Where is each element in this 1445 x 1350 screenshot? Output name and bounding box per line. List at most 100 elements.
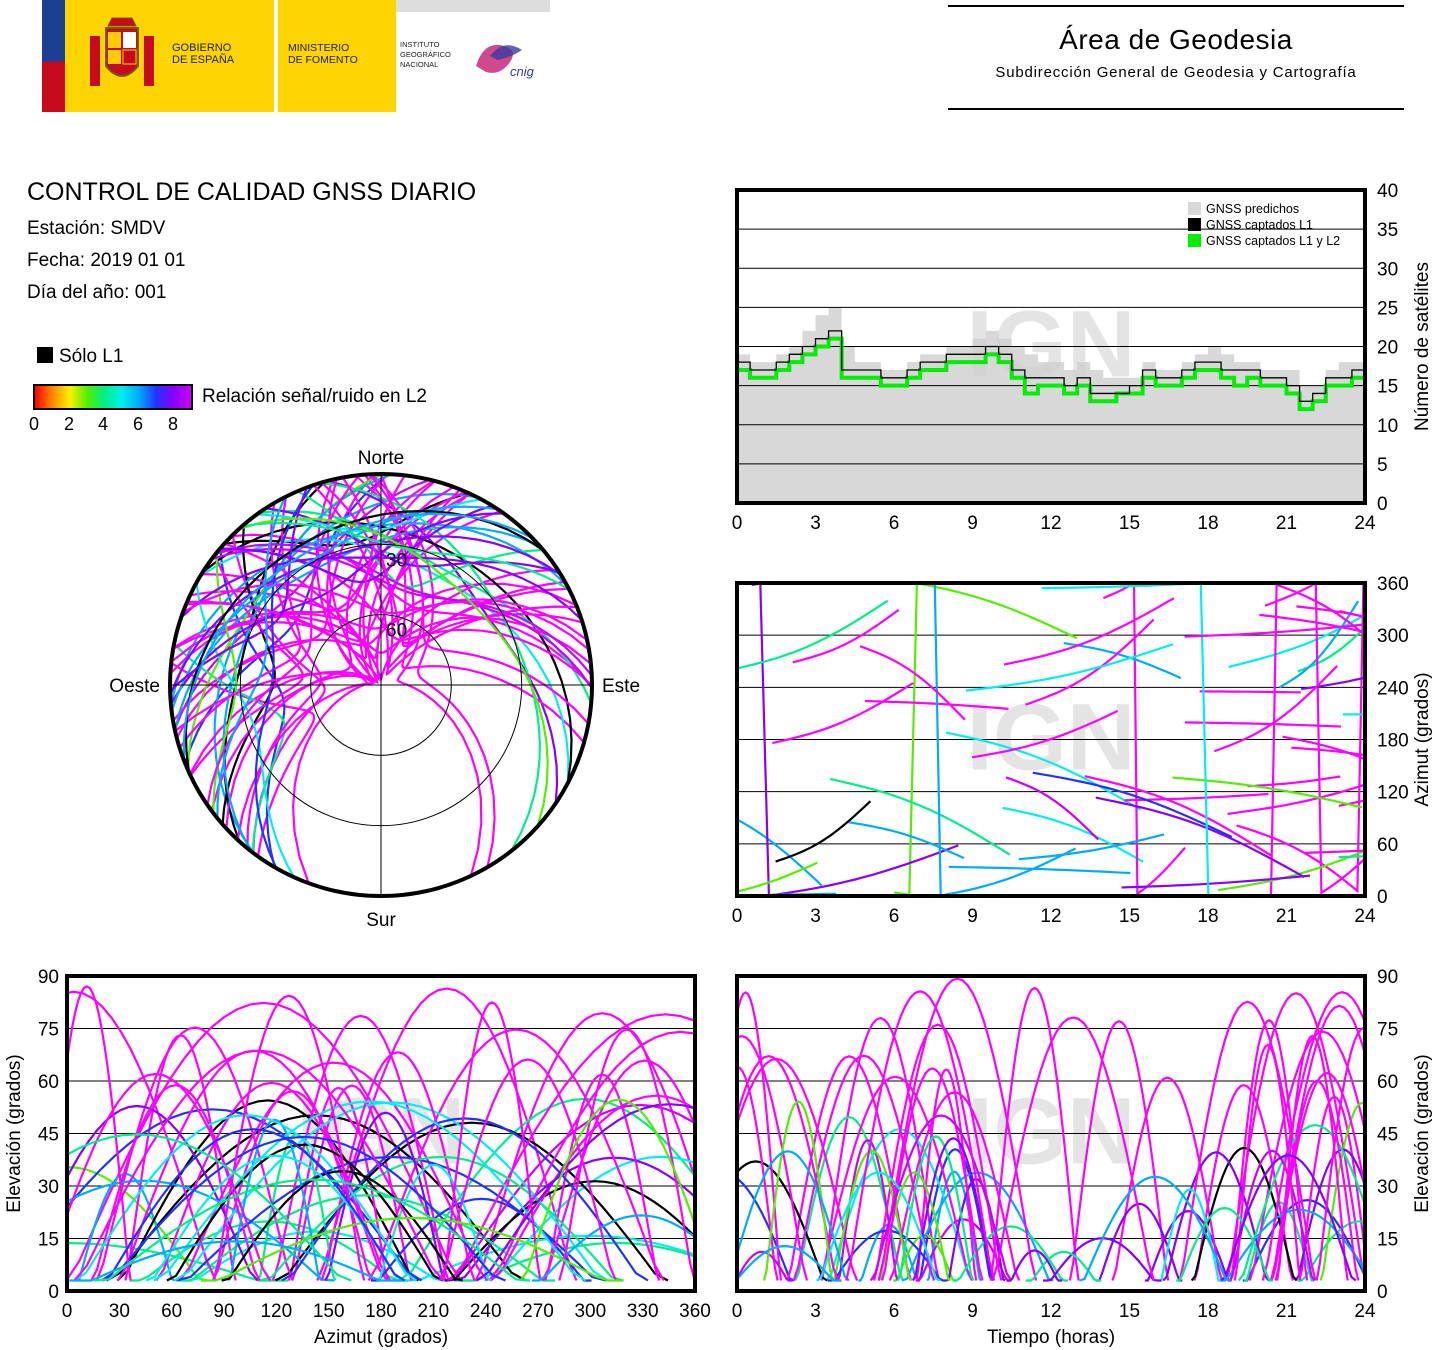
gobierno-text: GOBIERNO DE ESPAÑA xyxy=(172,42,234,66)
skyplot-track xyxy=(170,535,562,696)
elevtime-track xyxy=(1297,1220,1365,1282)
elevtime-track xyxy=(737,1034,809,1281)
elevtime-tracks xyxy=(737,977,1365,1282)
elevaz-y-tick: 60 xyxy=(38,1072,59,1093)
skyplot-track xyxy=(224,488,461,660)
elevation-time-chart: IGN 0 15 30 45 60 75 90 0 3 6 9 12 15 18 21 24 Tiempo (ho… xyxy=(732,967,1433,1348)
skyplot-north: Norte xyxy=(358,448,404,469)
ign-logo: INSTITUTO GEOGRÁFICO NACIONAL cnig xyxy=(396,0,550,112)
skyplot-track xyxy=(195,582,295,878)
skyplot-track xyxy=(187,474,406,660)
snr-tick: 6 xyxy=(133,414,144,434)
azimuth-track xyxy=(1172,776,1363,809)
elevtime-track xyxy=(888,1091,1021,1281)
series-predicted-area xyxy=(737,307,1365,503)
skyplot-track xyxy=(173,478,431,731)
elevtime-y-tick: 60 xyxy=(1377,1072,1398,1093)
skyplot-horizon xyxy=(168,472,594,898)
azimuth-y-tick: 240 xyxy=(1377,678,1409,699)
legend-entry: GNSS predichos xyxy=(1206,202,1299,216)
elevtime-xlabel: Tiempo (horas) xyxy=(987,1327,1115,1348)
elevaz-track xyxy=(221,1169,463,1282)
elevtime-x-tick: 12 xyxy=(1040,1301,1061,1322)
satcount-watermark: IGN xyxy=(967,292,1136,398)
elevtime-y-tick: 75 xyxy=(1377,1020,1398,1041)
elevaz-track xyxy=(488,1030,695,1282)
elevtime-track xyxy=(991,1016,1155,1281)
elevtime-track xyxy=(817,1075,973,1281)
azimuth-y-tick: 300 xyxy=(1377,626,1409,647)
elevtime-x-tick: 0 xyxy=(732,1301,743,1322)
skyplot-track xyxy=(173,642,286,853)
satcount-x-tick: 0 xyxy=(732,513,743,534)
elevaz-track xyxy=(100,1128,406,1282)
elevaz-xlabel: Azimut (grados) xyxy=(314,1327,448,1348)
skyplot-track xyxy=(172,490,467,649)
ign-logo-bar xyxy=(396,0,550,12)
elevtime-x-tick: 9 xyxy=(967,1301,978,1322)
elevtime-x-tick: 21 xyxy=(1276,1301,1297,1322)
elevaz-track xyxy=(446,1103,695,1282)
azimuth-track xyxy=(1005,776,1100,841)
azimuth-track xyxy=(792,608,900,664)
elevaz-track xyxy=(200,1216,623,1282)
azimuth-track xyxy=(948,865,1131,875)
azimuth-track xyxy=(971,710,1119,759)
elevaz-track xyxy=(178,1194,555,1282)
elevtime-track xyxy=(1261,991,1365,1281)
elevtime-track xyxy=(1225,992,1365,1281)
elevtime-x-tick: 18 xyxy=(1197,1301,1218,1322)
elevtime-track xyxy=(1111,1076,1224,1281)
legend-l1-swatch xyxy=(37,347,53,363)
azimuth-track xyxy=(1236,583,1365,894)
elevtime-track xyxy=(881,1067,984,1281)
snr-tick: 8 xyxy=(168,414,179,434)
elevaz-y-tick: 30 xyxy=(38,1177,59,1198)
elevtime-track xyxy=(1276,1034,1349,1281)
report-title: CONTROL DE CALIDAD GNSS DIARIO xyxy=(27,178,477,206)
elevtime-track xyxy=(763,1100,834,1281)
azimuth-track xyxy=(1218,849,1365,892)
elevaz-track xyxy=(531,1214,695,1282)
azimuth-y-tick: 0 xyxy=(1377,887,1388,908)
elevtime-y-tick: 30 xyxy=(1377,1177,1398,1198)
azimuth-track xyxy=(737,818,823,887)
report-info: CONTROL DE CALIDAD GNSS DIARIO Estación:… xyxy=(27,178,587,309)
snr-colorbar xyxy=(33,384,193,410)
report-doy: Día del año: 001 xyxy=(27,282,167,303)
elevtime-track xyxy=(737,1244,842,1282)
ministerio-line-1: MINISTERIO xyxy=(288,42,350,54)
skyplot-track xyxy=(363,474,585,744)
coat-of-arms-icon xyxy=(90,17,154,86)
satcount-frame xyxy=(735,188,1367,505)
satcount-y-tick: 10 xyxy=(1377,416,1398,437)
header-logos: GOBIERNO DE ESPAÑA MINISTERIO DE FOMENTO… xyxy=(42,0,550,112)
azimuth-x-tick: 9 xyxy=(967,906,978,927)
elevaz-track xyxy=(474,1012,695,1281)
satcount-x-tick: 12 xyxy=(1040,513,1061,534)
azimuth-x-tick: 15 xyxy=(1119,906,1140,927)
ministerio-logo: MINISTERIO DE FOMENTO xyxy=(278,0,396,112)
legend-swatch xyxy=(1188,218,1201,231)
satcount-y-tick: 30 xyxy=(1377,259,1398,280)
elevaz-track xyxy=(271,1014,450,1281)
azimuth-track xyxy=(945,731,1142,811)
azimuth-track xyxy=(1228,613,1365,669)
elevaz-track xyxy=(442,1001,542,1281)
skyplot-ring-label: 60 xyxy=(386,621,407,642)
satcount-y-tick: 20 xyxy=(1377,338,1398,359)
azimuth-track xyxy=(1199,690,1301,694)
azimuth-x-tick: 3 xyxy=(810,906,821,927)
elevtime-track xyxy=(1144,1209,1232,1282)
skyplot-track xyxy=(239,517,549,827)
elevaz-track xyxy=(94,1178,531,1282)
satellite-count-chart: IGN 0 5 10 15 20 25 30 35 40 0 3 6 9 12 15 18 21 24 GNSS pr… xyxy=(732,181,1433,534)
elevaz-track xyxy=(153,1100,587,1282)
area-top-rule xyxy=(948,5,1404,7)
skyplot-tracks xyxy=(170,474,592,884)
skyplot-track xyxy=(206,474,361,806)
elevtime-track xyxy=(1079,1175,1231,1282)
azimuth-track xyxy=(1002,806,1144,863)
area-title: Área de Geodesia xyxy=(1059,24,1293,55)
